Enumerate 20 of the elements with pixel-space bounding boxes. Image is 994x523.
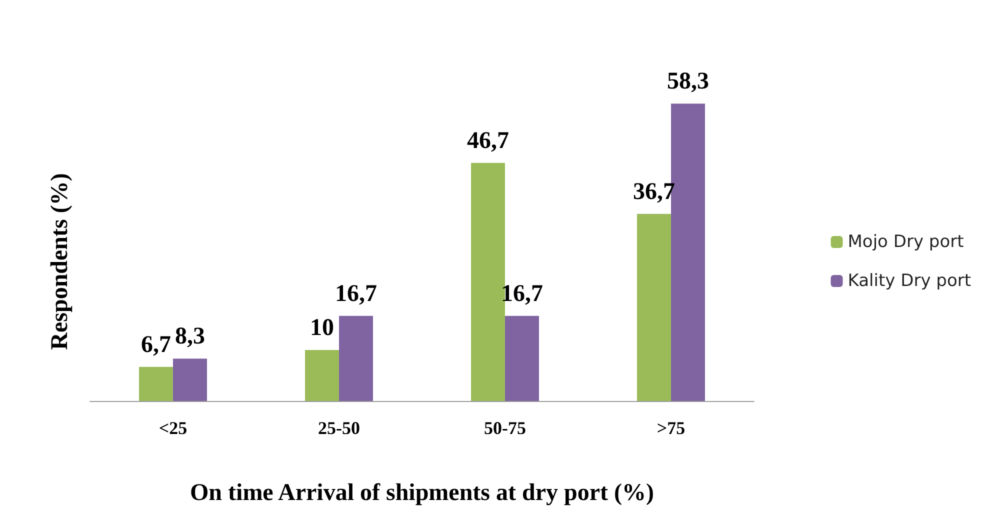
bar: [505, 316, 539, 401]
data-label: 46,7: [467, 128, 509, 154]
x-tick-label: <25: [158, 418, 188, 438]
x-axis-title: On time Arrival of shipments at dry port (%): [190, 480, 654, 506]
bar: [139, 366, 173, 401]
data-label: 6,7: [141, 332, 171, 358]
data-label: 16,7: [335, 280, 377, 307]
legend-label: Mojo Dry port: [848, 232, 964, 252]
bar: [637, 214, 671, 401]
y-axis-title: Respondents (%): [47, 173, 73, 350]
bar: [173, 358, 207, 401]
data-label: 58,3: [667, 68, 709, 95]
bar: [339, 316, 373, 401]
legend-label: Kality Dry port: [848, 271, 972, 291]
data-label: 10: [310, 315, 334, 341]
x-tick-label: >75: [656, 418, 686, 438]
x-tick-label: 25-50: [318, 418, 360, 438]
x-tick-label: 50-75: [484, 418, 526, 438]
data-label: 8,3: [175, 324, 205, 350]
bar: [305, 350, 339, 401]
